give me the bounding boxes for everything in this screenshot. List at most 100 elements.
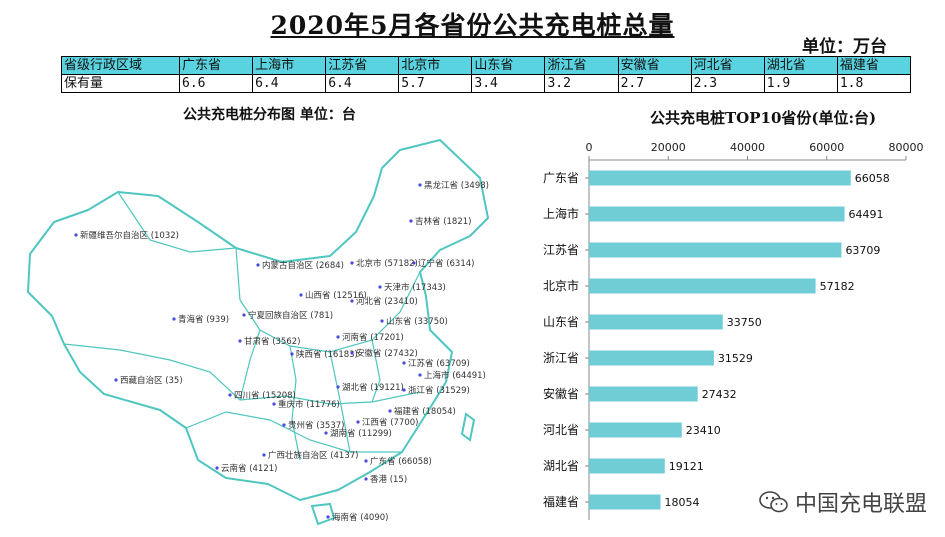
data-label: 31529 <box>718 352 753 365</box>
map-marker <box>364 477 368 481</box>
summary-region-cell: 上海市 <box>252 56 327 75</box>
map-province-label: 陕西省 (16183) <box>296 349 358 360</box>
map-marker <box>402 388 406 392</box>
category-label: 北京市 <box>543 278 579 293</box>
map-marker <box>299 293 303 297</box>
data-label: 64491 <box>849 208 884 221</box>
x-tick-label: 80000 <box>889 141 924 154</box>
page-title: 2020年5月各省份公共充电桩总量 <box>270 11 675 40</box>
summary-value-cell: 2.3 <box>690 74 765 93</box>
map-province-label: 辽宁省 (6314) <box>418 258 474 269</box>
map-province-label: 安徽省 (27432) <box>356 348 418 359</box>
summary-value-row: 保有量 6.6 6.4 6.4 5.7 3.4 3.2 2.7 2.3 1.9 … <box>61 74 912 93</box>
bar <box>589 350 714 366</box>
map-province-label: 北京市 (57182) <box>356 258 418 269</box>
map-marker <box>282 423 286 427</box>
data-label: 19121 <box>669 460 704 473</box>
data-label: 27432 <box>702 388 737 401</box>
bar <box>589 386 698 402</box>
map-province-label: 上海市 (64491) <box>424 370 486 381</box>
data-label: 57182 <box>820 280 855 293</box>
watermark-text: 中国充电联盟 <box>794 492 927 517</box>
bar <box>589 458 665 474</box>
map-province-label: 河北省 (23410) <box>356 296 418 307</box>
summary-region-cell: 福建省 <box>836 56 912 75</box>
category-label: 浙江省 <box>543 351 579 365</box>
bar <box>589 314 723 330</box>
map-marker <box>350 351 354 355</box>
map-marker <box>74 233 78 237</box>
china-map: 黑龙江省 (3498) 吉林省 (1821) 辽宁省 (6314) 内蒙古自治区 (2… <box>27 139 489 526</box>
map-marker <box>290 352 294 356</box>
map-province-label: 青海省 (939) <box>178 314 229 325</box>
map-province-label: 河南省 (17201) <box>342 332 404 343</box>
map-province-label: 福建省 (18054) <box>394 406 456 417</box>
wechat-icon <box>759 491 788 513</box>
map-province-label: 重庆市 (11776) <box>278 399 340 410</box>
map-marker <box>388 409 392 413</box>
province-boundaries <box>63 191 421 461</box>
data-label: 18054 <box>665 496 700 509</box>
map-marker <box>380 319 384 323</box>
map-marker <box>228 393 232 397</box>
category-label: 河北省 <box>543 423 579 437</box>
summary-value-cell: 6.6 <box>178 74 254 93</box>
summary-value-cell: 2.7 <box>617 74 692 93</box>
summary-region-cell: 浙江省 <box>544 56 619 75</box>
map-province-label: 广东省 (66058) <box>370 456 432 467</box>
x-tick-label: 60000 <box>809 141 844 154</box>
map-province-label: 湖北省 (19121) <box>342 382 404 393</box>
map-marker <box>326 515 330 519</box>
summary-region-cell: 山东省 <box>471 56 546 75</box>
map-province-label: 西藏自治区 (35) <box>120 375 183 386</box>
map-marker <box>409 219 413 223</box>
category-label: 江苏省 <box>543 243 579 257</box>
map-province-label: 山西省 (12516) <box>305 290 367 301</box>
map-province-label: 广西壮族自治区 (4137) <box>268 450 358 461</box>
map-province-label: 浙江省 (31529) <box>408 385 470 396</box>
map-province-label: 甘肃省 (3562) <box>244 336 300 347</box>
summary-value-cell: 6.4 <box>325 74 400 93</box>
category-label: 广东省 <box>543 171 579 185</box>
map-marker <box>238 339 242 343</box>
map-marker <box>272 402 276 406</box>
bar-chart-bars <box>589 170 851 510</box>
summary-header-row: 省级行政区域 广东省 上海市 江苏省 北京市 山东省 浙江省 安徽省 河北省 湖… <box>61 56 912 75</box>
map-province-label: 山东省 (33750) <box>386 316 448 327</box>
bar-chart-data-labels: 66058 64491 63709 57182 33750 31529 27432 23410… <box>665 172 890 509</box>
map-province-label: 香港 (15) <box>370 474 407 485</box>
map-province-label: 贵州省 (3537) <box>288 420 344 431</box>
map-province-label: 四川省 (15208) <box>234 390 296 401</box>
taiwan-outline <box>460 412 476 442</box>
map-marker <box>418 373 422 377</box>
map-marker <box>350 299 354 303</box>
map-province-label: 内蒙古自治区 (2684) <box>262 260 344 271</box>
bar <box>589 494 661 510</box>
map-province-label: 宁夏回族自治区 (781) <box>248 310 333 321</box>
map-marker <box>412 261 416 265</box>
summary-region-cell: 河北省 <box>690 56 765 75</box>
map-marker <box>262 453 266 457</box>
summary-row-header: 保有量 <box>61 74 180 93</box>
map-marker <box>336 335 340 339</box>
map-province-label: 吉林省 (1821) <box>415 216 471 227</box>
category-label: 山东省 <box>543 315 579 329</box>
map-title: 公共充电桩分布图 单位：台 <box>183 107 356 123</box>
map-marker <box>378 285 382 289</box>
map-marker <box>402 361 406 365</box>
bar <box>589 206 845 222</box>
bar <box>589 278 816 294</box>
map-marker <box>418 183 422 187</box>
data-label: 63709 <box>845 244 880 257</box>
map-province-label: 新疆维吾尔自治区 (1032) <box>80 230 179 241</box>
map-marker <box>324 431 328 435</box>
data-label: 23410 <box>686 424 721 437</box>
map-province-label: 江西省 (7700) <box>362 417 418 428</box>
summary-region-cell: 安徽省 <box>617 56 692 75</box>
summary-value-cell: 5.7 <box>398 74 473 93</box>
summary-value-cell: 3.2 <box>544 74 619 93</box>
summary-value-cell: 3.4 <box>471 74 546 93</box>
chart-title: 公共充电桩TOP10省份(单位:台) <box>650 109 877 127</box>
bar <box>589 422 682 438</box>
bar-chart: 0 20000 40000 60000 80000 广东省上海市江苏省北京市山东省浙江省… <box>543 141 924 520</box>
